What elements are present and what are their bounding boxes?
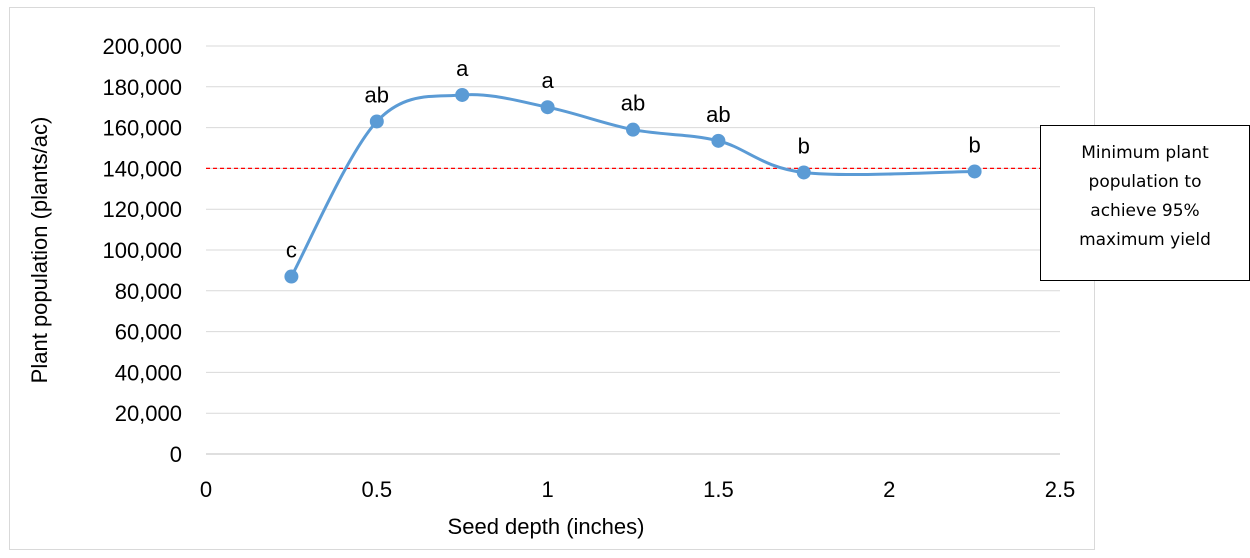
data-points (284, 87, 982, 284)
data-label: a (456, 56, 469, 81)
data-label: b (798, 133, 810, 158)
x-tick-label: 2 (883, 477, 895, 502)
data-label: ab (621, 91, 645, 116)
y-tick-labels: 0 20,000 40,000 60,000 80,000 100,000 120,000 1… (102, 34, 182, 467)
data-point (967, 164, 982, 179)
data-label: ab (365, 82, 389, 107)
series-line (290, 93, 975, 278)
gridlines (206, 45, 1060, 414)
annotation-line: maximum yield (1079, 230, 1211, 250)
annotation-line: population to (1088, 172, 1202, 192)
x-tick-label: 2.5 (1045, 477, 1076, 502)
data-point (455, 87, 470, 102)
data-point (626, 122, 640, 137)
annotation-line: Minimum plant (1081, 143, 1209, 163)
x-tick-label: 1 (541, 477, 553, 502)
y-tick-label: 20,000 (115, 401, 182, 426)
data-point (284, 269, 299, 284)
x-axis-title: Seed depth (inches) (448, 514, 645, 539)
y-tick-label: 160,000 (102, 116, 182, 141)
y-tick-label: 80,000 (115, 279, 182, 304)
y-tick-label: 100,000 (102, 238, 182, 263)
y-tick-label: 120,000 (102, 197, 182, 222)
data-point (796, 165, 811, 180)
x-tick-label: 1.5 (703, 477, 734, 502)
data-label: b (968, 132, 980, 157)
data-label: c (286, 238, 297, 263)
data-labels: c ab a a ab ab b b (286, 56, 981, 263)
y-tick-label: 140,000 (102, 156, 182, 181)
chart-area (9, 7, 1095, 550)
y-tick-label: 200,000 (102, 34, 182, 59)
y-tick-label: 40,000 (115, 360, 182, 385)
data-label: ab (706, 102, 730, 127)
x-tick-label: 0.5 (362, 477, 393, 502)
y-axis-title: Plant population (plants/ac) (27, 117, 52, 384)
data-point (540, 100, 555, 115)
x-tick-labels: 0 0.5 1 1.5 2 2.5 (200, 477, 1075, 502)
annotation-box: Minimum plant population to achieve 95% … (1040, 125, 1250, 281)
y-tick-label: 60,000 (115, 320, 182, 345)
x-tick-label: 0 (200, 477, 212, 502)
y-tick-label: 0 (170, 442, 182, 467)
data-label: a (541, 68, 554, 93)
y-tick-label: 180,000 (102, 75, 182, 100)
annotation-line: achieve 95% (1090, 201, 1200, 221)
data-point (369, 114, 384, 129)
data-point (711, 133, 726, 148)
